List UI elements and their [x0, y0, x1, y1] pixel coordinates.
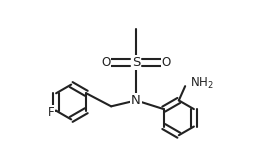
Text: O: O	[161, 56, 171, 69]
Text: NH$_2$: NH$_2$	[190, 76, 214, 90]
Text: N: N	[131, 94, 141, 107]
Text: S: S	[132, 56, 140, 69]
Text: F: F	[48, 106, 55, 119]
Text: O: O	[101, 56, 111, 69]
